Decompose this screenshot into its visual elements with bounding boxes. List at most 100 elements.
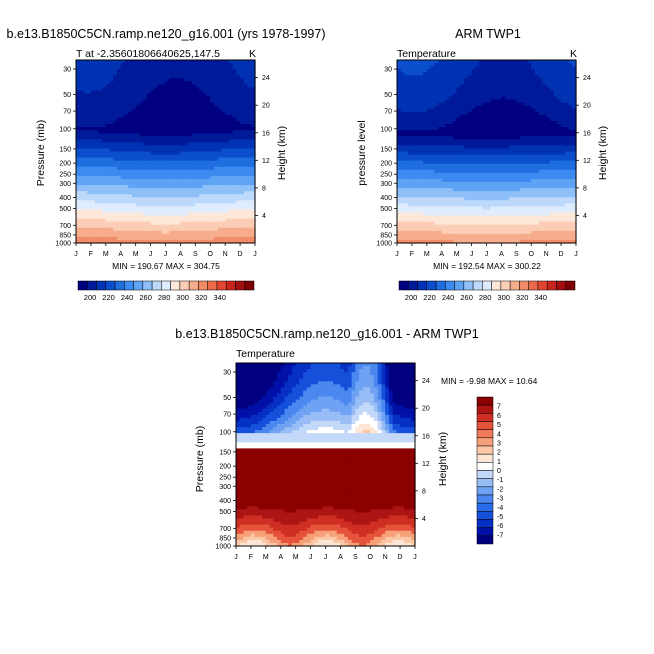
- contour-cell: [161, 239, 167, 244]
- contour-cell: [221, 75, 226, 79]
- contour-cell: [236, 78, 241, 82]
- contour-cell: [176, 124, 182, 128]
- contour-cell: [128, 142, 133, 146]
- contour-cell: [486, 81, 491, 85]
- contour-cell: [419, 66, 424, 70]
- contour-cell: [79, 197, 85, 201]
- contour-cell: [199, 148, 204, 153]
- contour-cell: [98, 69, 103, 73]
- contour-cell: [228, 175, 234, 180]
- contour-cell: [236, 239, 241, 244]
- contour-cell: [549, 105, 555, 110]
- contour-cell: [213, 75, 219, 79]
- contour-cell: [564, 72, 570, 76]
- contour-cell: [143, 102, 148, 107]
- contour-cell: [165, 203, 170, 207]
- contour-cell: [105, 188, 111, 192]
- contour-cell: [154, 169, 159, 174]
- contour-cell: [165, 218, 170, 223]
- contour-cell: [135, 130, 140, 134]
- contour-cell: [176, 102, 182, 107]
- contour-cell: [240, 108, 245, 113]
- contour-cell: [102, 111, 107, 116]
- contour-cell: [150, 102, 155, 107]
- contour-cell: [549, 81, 555, 85]
- contour-cell: [210, 63, 215, 67]
- contour-cell: [486, 105, 491, 110]
- contour-cell: [240, 87, 245, 92]
- contour-cell: [199, 224, 204, 229]
- contour-cell: [202, 160, 208, 165]
- contour-cell: [493, 72, 499, 76]
- contour-cell: [124, 212, 129, 217]
- contour-cell: [217, 81, 223, 85]
- contour-cell: [90, 105, 96, 110]
- contour-cell: [236, 139, 241, 143]
- contour-cell: [546, 96, 551, 101]
- contour-cell: [83, 209, 88, 214]
- contour-cell: [180, 175, 185, 180]
- contour-cell: [456, 93, 461, 98]
- contour-cell: [128, 151, 133, 156]
- contour-cell: [206, 169, 211, 174]
- contour-cell: [438, 75, 443, 79]
- contour-cell: [98, 197, 103, 201]
- contour-cell: [512, 78, 517, 82]
- contour-cell: [221, 66, 226, 70]
- contour-cell: [232, 124, 237, 128]
- contour-cell: [87, 209, 92, 214]
- contour-cell: [102, 114, 107, 119]
- contour-cell: [404, 60, 409, 64]
- colorbar-label: 280: [158, 293, 171, 302]
- contour-cell: [191, 60, 196, 64]
- contour-cell: [411, 90, 417, 95]
- contour-cell: [184, 66, 189, 70]
- contour-cell: [538, 84, 544, 89]
- contour-cell: [146, 133, 152, 137]
- contour-cell: [150, 121, 155, 125]
- contour-cell: [113, 93, 118, 98]
- min-max-label: MIN = 190.67 MAX = 304.75: [112, 261, 220, 271]
- contour-cell: [79, 175, 85, 180]
- contour-cell: [120, 175, 126, 180]
- contour-cell: [128, 206, 133, 211]
- contour-cell: [120, 160, 126, 165]
- contour-cell: [228, 233, 234, 238]
- contour-cell: [199, 157, 204, 162]
- contour-cell: [501, 72, 506, 76]
- contour-cell: [232, 145, 237, 150]
- contour-cell: [79, 188, 85, 192]
- contour-cell: [397, 75, 402, 79]
- contour-cell: [87, 212, 92, 217]
- contour-cell: [98, 63, 103, 67]
- contour-cell: [139, 72, 144, 76]
- contour-cell: [154, 72, 159, 76]
- contour-cell: [120, 227, 126, 232]
- contour-cell: [534, 75, 540, 79]
- contour-cell: [90, 133, 96, 137]
- contour-cell: [240, 236, 245, 241]
- contour-cell: [217, 87, 223, 92]
- contour-cell: [79, 200, 85, 204]
- contour-cell: [232, 209, 237, 214]
- contour-cell: [154, 200, 159, 204]
- contour-cell: [202, 239, 208, 244]
- contour-cell: [187, 154, 193, 159]
- contour-cell: [150, 117, 155, 122]
- contour-cell: [505, 96, 510, 101]
- contour-cell: [221, 172, 226, 177]
- contour-cell: [113, 96, 118, 101]
- contour-cell: [199, 151, 204, 156]
- contour-cell: [143, 84, 148, 89]
- contour-cell: [143, 206, 148, 211]
- contour-cell: [176, 81, 182, 85]
- contour-cell: [191, 117, 196, 122]
- contour-cell: [493, 66, 499, 70]
- contour-cell: [202, 230, 208, 235]
- contour-cell: [158, 124, 163, 128]
- contour-cell: [243, 239, 249, 244]
- contour-cell: [90, 139, 96, 143]
- contour-cell: [139, 221, 144, 226]
- contour-cell: [150, 136, 155, 140]
- contour-cell: [206, 130, 211, 134]
